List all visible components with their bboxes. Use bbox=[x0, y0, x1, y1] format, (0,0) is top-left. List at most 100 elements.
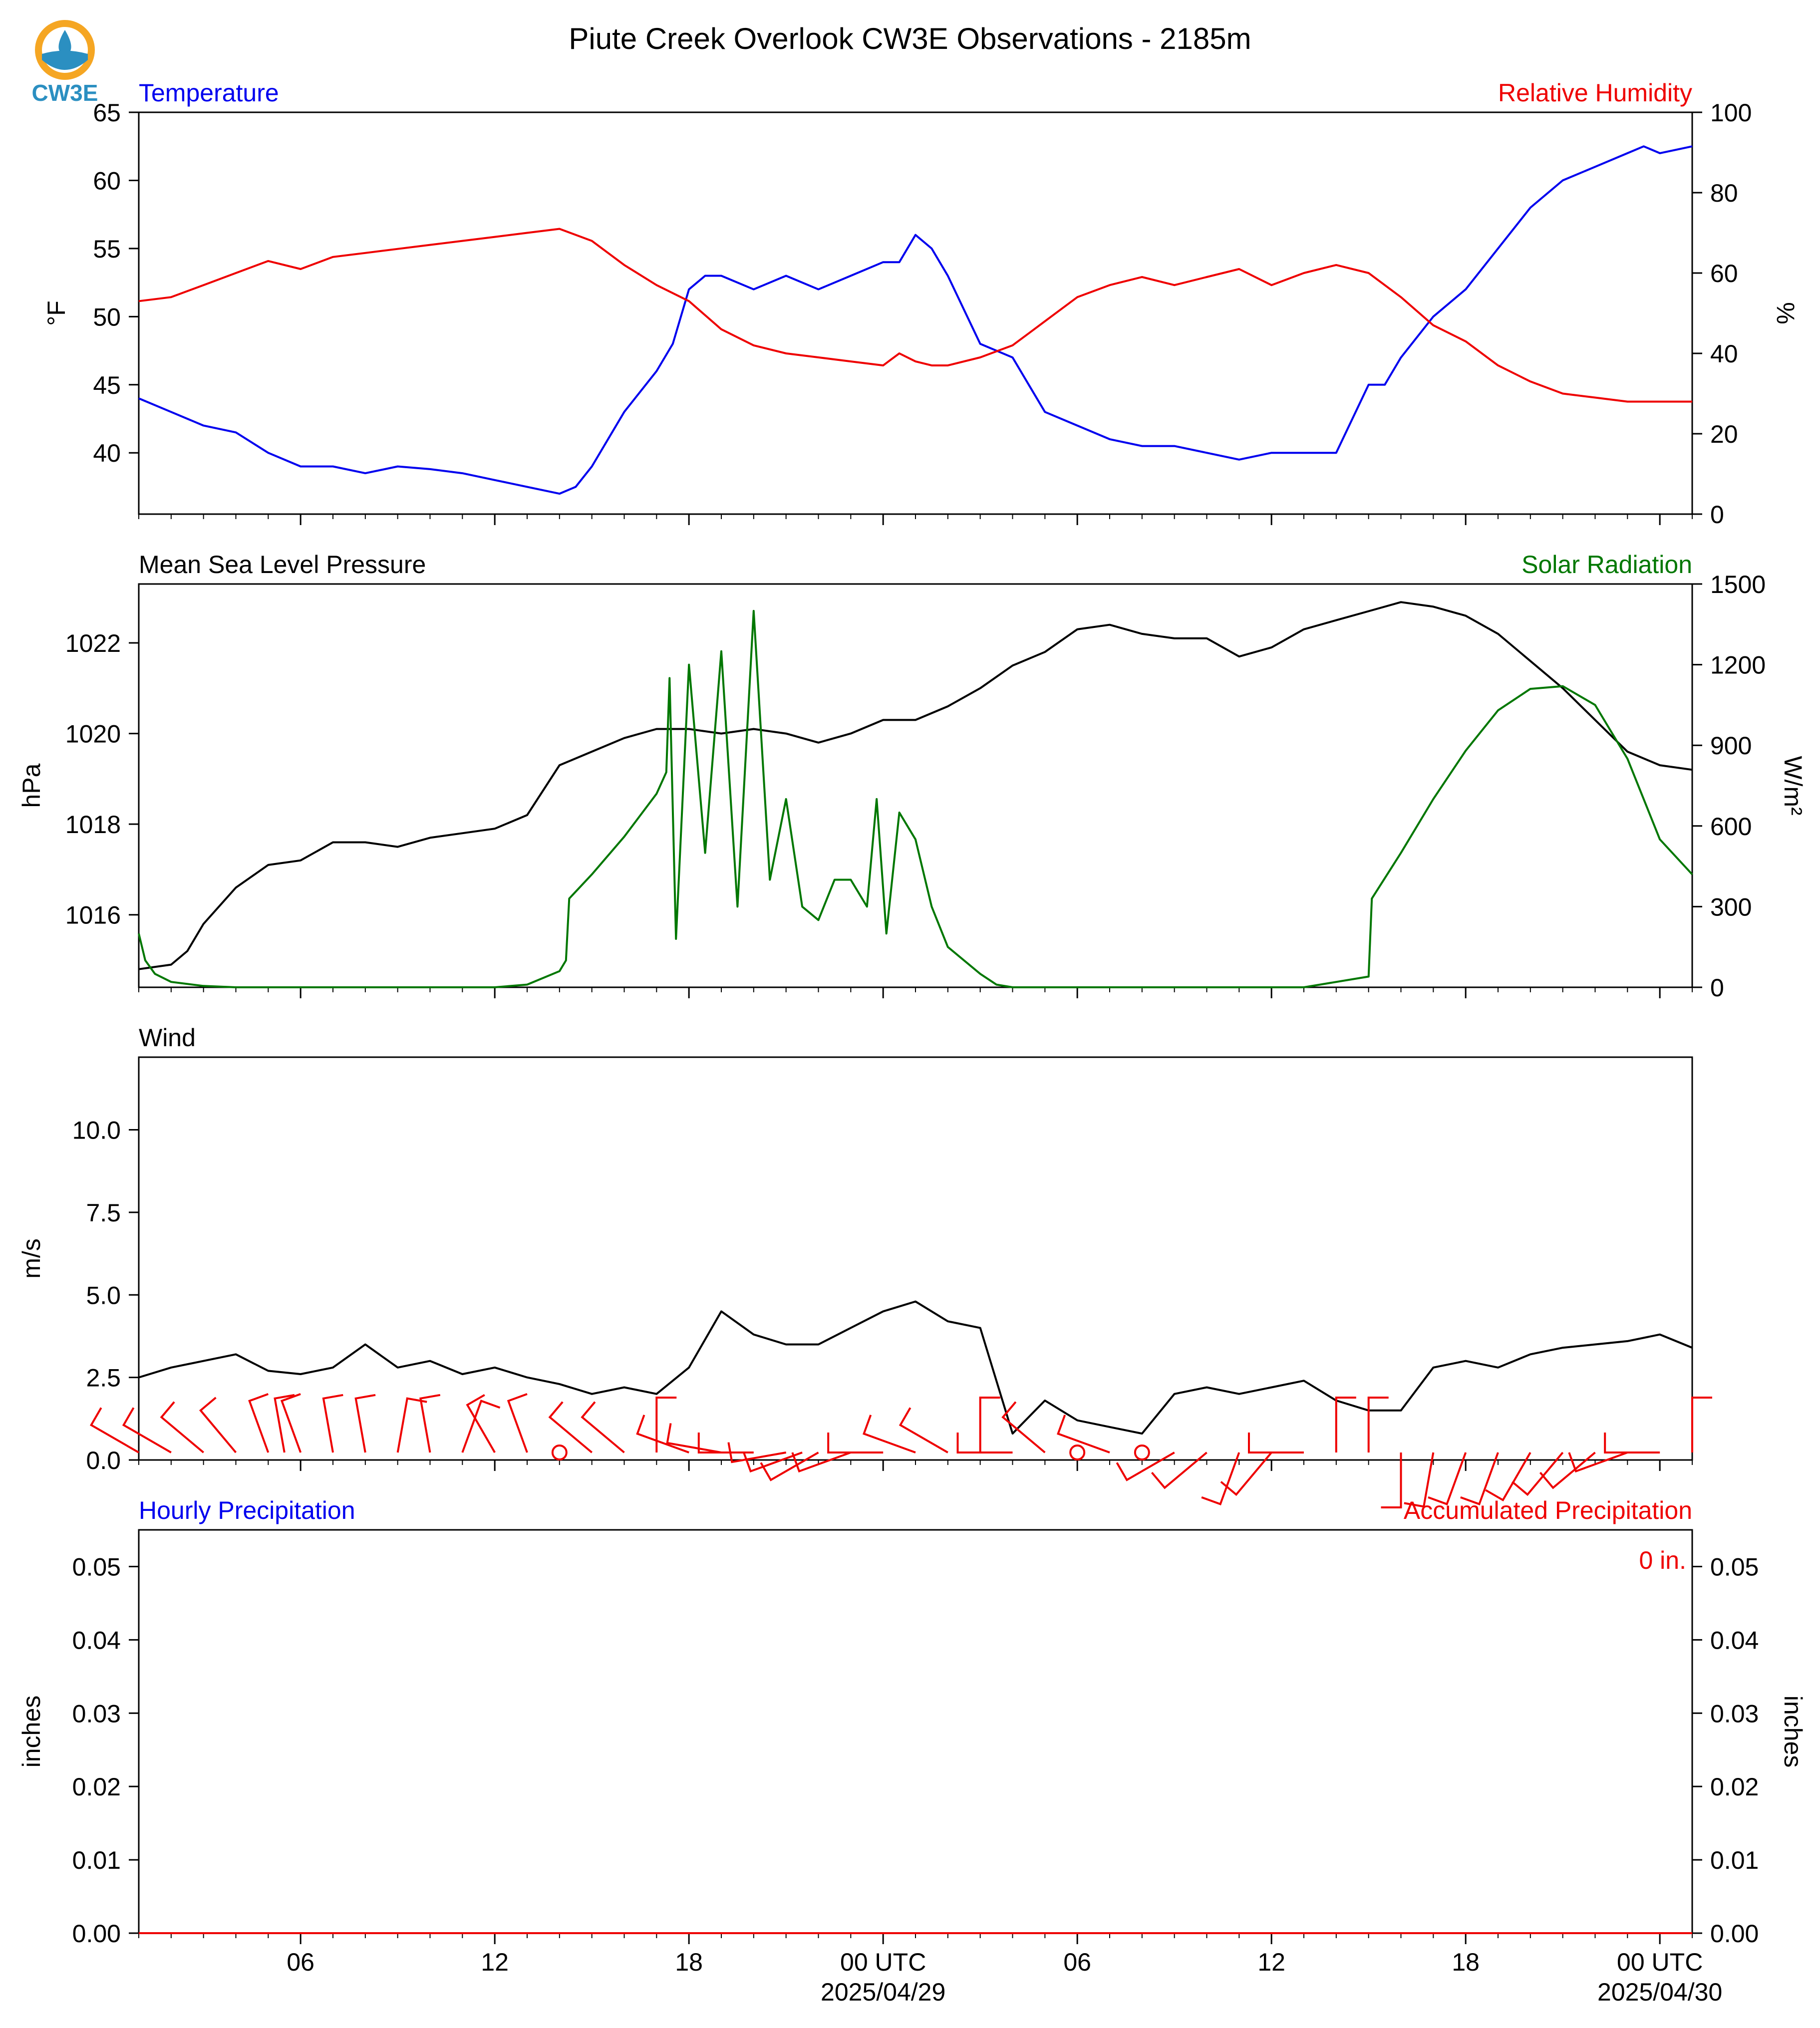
y-tick-label-right: 0 bbox=[1710, 974, 1724, 1002]
y-tick-label-right: 0.00 bbox=[1710, 1920, 1759, 1948]
x-date-label: 2025/04/30 bbox=[1597, 1978, 1722, 2006]
y-tick-label-left: 0.03 bbox=[72, 1700, 121, 1728]
wind-barb bbox=[548, 1401, 593, 1453]
wind-barb bbox=[1485, 1452, 1531, 1502]
wind-barb bbox=[1201, 1452, 1240, 1505]
panel-right-title: Solar Radiation bbox=[1521, 551, 1692, 579]
series-line bbox=[138, 1300, 1693, 1435]
y-tick-label-right: 0.02 bbox=[1710, 1773, 1759, 1801]
wind-barb bbox=[956, 1433, 1013, 1453]
panel-left-title: Mean Sea Level Pressure bbox=[139, 551, 426, 579]
panel-frame bbox=[138, 111, 1693, 515]
panel-3: Wind 0.0 2.5 5.0 7.5 10.0 m/s bbox=[17, 1024, 1712, 1508]
wind-barb bbox=[280, 1393, 302, 1453]
x-tick-label: 06 bbox=[287, 1948, 314, 1976]
wind-barb bbox=[727, 1442, 787, 1463]
y-tick-label-right: 300 bbox=[1710, 893, 1752, 921]
panel-right-title: Accumulated Precipitation bbox=[1404, 1496, 1692, 1524]
y-tick-label-left: 0.05 bbox=[72, 1553, 121, 1581]
cw3e-water-drop-logo-icon: CW3E bbox=[32, 20, 98, 106]
x-tick-label: 12 bbox=[1257, 1948, 1285, 1976]
wind-barb bbox=[1460, 1452, 1499, 1505]
y-tick-label-right: 0.04 bbox=[1710, 1626, 1759, 1654]
panel-1: Temperature Relative Humidity 40 45 50 55 60 65… bbox=[42, 79, 1800, 529]
y-tick-label-left: 0.04 bbox=[72, 1626, 121, 1654]
wind-barb bbox=[122, 1407, 172, 1453]
wind-barb bbox=[1057, 1415, 1110, 1453]
y-tick-label-left: 40 bbox=[93, 439, 121, 467]
wind-barb-calm bbox=[551, 1445, 568, 1460]
y-tick-label-left: 60 bbox=[93, 167, 121, 195]
y-tick-label-right: 600 bbox=[1710, 813, 1752, 841]
y-axis-label-left: m/s bbox=[17, 1238, 45, 1279]
y-tick-label-left: 1022 bbox=[65, 629, 121, 657]
y-tick-label-right: 1200 bbox=[1710, 651, 1766, 679]
y-tick-label-left: 50 bbox=[93, 303, 121, 331]
x-tick-label: 12 bbox=[481, 1948, 509, 1976]
series-line bbox=[138, 609, 1693, 988]
wind-barb bbox=[1001, 1401, 1046, 1453]
y-tick-label-right: 20 bbox=[1710, 420, 1738, 448]
wind-barb bbox=[1116, 1451, 1175, 1481]
y-tick-label-left: 0.01 bbox=[72, 1846, 121, 1874]
wind-barb bbox=[1220, 1451, 1272, 1496]
y-tick-label-right: 900 bbox=[1710, 732, 1752, 760]
wind-barb bbox=[827, 1433, 884, 1453]
y-tick-label-left: 65 bbox=[93, 99, 121, 127]
wind-barb bbox=[636, 1415, 689, 1453]
y-tick-label-right: 0.05 bbox=[1710, 1553, 1759, 1581]
wind-barb bbox=[419, 1394, 441, 1453]
wind-barb-calm bbox=[1069, 1445, 1086, 1460]
wind-barb bbox=[1539, 1451, 1596, 1489]
wind-barb bbox=[354, 1394, 376, 1453]
wind-barb bbox=[1428, 1452, 1467, 1505]
y-tick-label-left: 1016 bbox=[65, 901, 121, 929]
panel-left-title: Hourly Precipitation bbox=[139, 1496, 355, 1524]
panel-left-title: Temperature bbox=[139, 79, 279, 107]
x-tick-label: 18 bbox=[1452, 1948, 1480, 1976]
x-tick-label: 00 UTC bbox=[1617, 1948, 1703, 1976]
y-tick-label-left: 45 bbox=[93, 371, 121, 399]
series-line bbox=[138, 601, 1693, 970]
wind-barb bbox=[979, 1397, 1000, 1452]
series-line bbox=[138, 145, 1693, 495]
wind-barb bbox=[1568, 1451, 1628, 1473]
y-tick-label-right: 60 bbox=[1710, 260, 1738, 288]
wind-barb bbox=[160, 1401, 204, 1453]
y-tick-label-right: 100 bbox=[1710, 99, 1752, 127]
accumulated-total-label: 0 in. bbox=[1639, 1546, 1686, 1574]
y-axis-label-left: °F bbox=[42, 300, 70, 326]
panel-frame bbox=[138, 1056, 1693, 1461]
x-tick-label: 00 UTC bbox=[840, 1948, 926, 1976]
panels: Temperature Relative Humidity 40 45 50 55 60 65… bbox=[17, 79, 1807, 2006]
series-line bbox=[138, 228, 1692, 403]
panel-right-title: Relative Humidity bbox=[1498, 79, 1692, 107]
panel-2: Mean Sea Level Pressure Solar Radiation 10… bbox=[17, 551, 1807, 1002]
wind-barb bbox=[1604, 1433, 1660, 1453]
y-tick-label-left: 55 bbox=[93, 235, 121, 263]
wind-barb bbox=[899, 1407, 948, 1453]
wind-barb bbox=[1404, 1452, 1435, 1508]
wind-barb bbox=[466, 1394, 496, 1453]
wind-barb bbox=[697, 1433, 754, 1453]
y-tick-label-left: 10.0 bbox=[72, 1117, 121, 1145]
panel-left-title: Wind bbox=[139, 1024, 196, 1052]
y-tick-label-right: 0.01 bbox=[1710, 1846, 1759, 1874]
y-tick-label-left: 5.0 bbox=[86, 1281, 121, 1309]
y-axis-label-right: W/m² bbox=[1779, 756, 1807, 815]
wind-barb bbox=[1367, 1397, 1389, 1452]
panel-frame bbox=[138, 1529, 1693, 1934]
y-axis-label-left: inches bbox=[17, 1696, 45, 1768]
x-tick-label: 18 bbox=[675, 1948, 703, 1976]
y-axis-label-right: inches bbox=[1779, 1696, 1807, 1768]
y-tick-label-right: 80 bbox=[1710, 179, 1738, 207]
wind-barb bbox=[89, 1407, 139, 1453]
y-tick-label-right: 40 bbox=[1710, 340, 1738, 368]
y-tick-label-right: 0.03 bbox=[1710, 1700, 1759, 1728]
wind-barb bbox=[199, 1397, 237, 1453]
wind-barb bbox=[1512, 1451, 1564, 1496]
cw3e-logo: CW3E bbox=[27, 15, 102, 106]
panel-frame bbox=[138, 583, 1693, 988]
y-tick-label-left: 0.00 bbox=[72, 1920, 121, 1948]
